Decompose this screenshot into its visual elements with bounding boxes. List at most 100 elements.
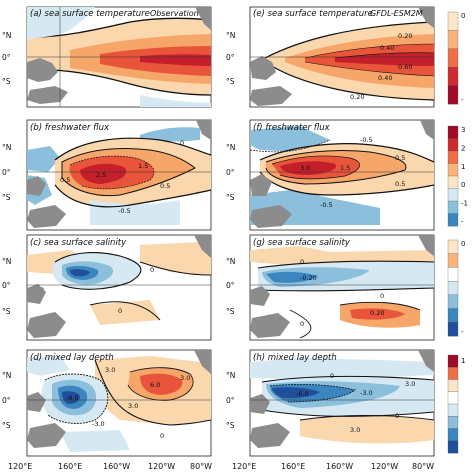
colorbar-tick-label: 0 — [461, 181, 465, 189]
lat-label: 0° — [2, 281, 11, 290]
panel-title: (f) freshwater flux — [253, 123, 331, 133]
lon-label: 120°W — [371, 462, 398, 471]
colorbar-tick-label: -1 — [461, 200, 468, 208]
colorbar-tick-label: 1 — [461, 163, 465, 171]
lat-label: 0° — [226, 281, 235, 290]
lat-label: °N — [226, 31, 235, 40]
land-mass — [250, 350, 434, 448]
panel-h: 0 -3.0 -6.0 3.0 0 3.0 (h) mixed lay dept… — [249, 349, 435, 457]
contour-label: 0.40 — [378, 74, 392, 82]
land-mass — [250, 7, 434, 106]
contour-label: 0 — [160, 432, 164, 440]
colorbar-tick-label: 0 — [461, 12, 465, 20]
colorbar-swatch — [447, 48, 459, 68]
lon-label: 120°W — [148, 462, 175, 471]
lat-label: 0° — [226, 396, 235, 405]
lat-label: 0° — [2, 53, 11, 62]
panel-title: (g) sea surface salinity — [253, 238, 351, 248]
lat-label: 0° — [226, 168, 235, 177]
panel-title: (d) mixed lay depth — [30, 353, 114, 363]
land-mass — [27, 120, 211, 228]
land-mass — [250, 235, 434, 338]
mixed-layer-field — [27, 356, 212, 452]
colorbar-swatch — [447, 239, 459, 255]
contour-label: -0.20 — [300, 274, 317, 282]
colorbar-swatch — [447, 125, 459, 139]
panel-title: (e) sea surface temperature — [253, 9, 373, 19]
contour-label: -3.0 — [92, 420, 105, 428]
panel-source-label: GFDL-ESM2M — [370, 9, 423, 18]
contour-label: 2.5 — [96, 171, 106, 179]
contour-label: 0.20 — [370, 309, 384, 317]
colorbar-swatch — [447, 200, 459, 214]
contour-label: 6.0 — [150, 381, 160, 389]
contour-label: 3.0 — [128, 402, 138, 410]
lon-label: 80°W — [412, 462, 434, 471]
panel-g: 0 -0.20 0 0.20 0 (g) sea surface salinit… — [249, 234, 435, 341]
colorbar-swatch — [447, 85, 459, 105]
contour-label: -0.5 — [320, 201, 333, 209]
colorbar-swatch — [447, 416, 459, 429]
colorbar-swatch — [447, 440, 459, 454]
contour-label: 0.5 — [395, 154, 405, 162]
contour-label: 0 — [150, 266, 154, 274]
contour-label: -6.0 — [66, 394, 79, 402]
lat-label: °N — [226, 143, 235, 152]
panel-e: 0.20 0.40 0.40 0.60 0.20 (e) sea surface… — [249, 6, 435, 108]
contour-label: 0 — [118, 307, 122, 315]
lat-label: °S — [226, 421, 235, 430]
contour-label: 3.0 — [405, 380, 415, 388]
lon-label: 120°E — [232, 462, 256, 471]
colorbar-sst: 0- — [447, 11, 465, 105]
lat-label: °N — [2, 257, 11, 266]
contour-label: 0.40 — [380, 44, 394, 52]
latitude-labels: °N 0° °S °N 0° °S °N 0° °S °N 0° °S — [2, 31, 11, 430]
colorbar-swatch — [447, 280, 459, 296]
contour-label: 3.0 — [180, 374, 190, 382]
panel-title: (h) mixed lay depth — [253, 353, 337, 363]
colorbar-swatch — [447, 30, 459, 50]
colorbar-swatch — [447, 138, 459, 152]
colorbar-swatch — [447, 150, 459, 164]
colorbar-tick-label: 0 — [461, 240, 465, 248]
panel-d: 3.0 3.0 6.0 -6.0 -3.0 3.0 0 (d) mixed la… — [26, 349, 212, 457]
lat-label: °N — [226, 257, 235, 266]
lat-label: °S — [226, 193, 235, 202]
lon-label: 80°W — [190, 462, 212, 471]
colorbar-swatch — [447, 67, 459, 86]
colorbar-swatch — [447, 354, 459, 368]
colorbar-swatch — [447, 322, 459, 337]
panel-title: (b) freshwater flux — [30, 123, 110, 133]
latitude-labels-right-column: °N 0° °S °N 0° °S °N 0° °S °N 0° °S — [226, 31, 235, 430]
contour-label: -0.5 — [118, 207, 131, 215]
sst-anomaly-field — [26, 7, 212, 107]
contour-label: 0.5 — [395, 180, 405, 188]
contour-label: 3.0 — [350, 426, 360, 434]
contour-label: -0.5 — [360, 136, 373, 144]
lon-label: 160°E — [281, 462, 305, 471]
panel-f: -0.5 0.5 1.5 3.0 0.5 -0.5 (f) freshwater… — [249, 119, 435, 231]
lat-label: °N — [226, 371, 235, 380]
colorbar-swatch — [447, 213, 459, 227]
contour-label: 1.5 — [138, 162, 148, 170]
panel-a: (a) sea surface temperature Observation — [26, 6, 212, 108]
contour-label: 0 — [395, 412, 399, 420]
panel-c: 0 0 0 (c) sea surface salinity — [26, 234, 212, 341]
contour-label: 0 — [380, 292, 384, 300]
colorbar-tick-label: - — [461, 218, 464, 226]
contour-label: 0.5 — [60, 176, 70, 184]
lat-label: °S — [2, 307, 11, 316]
lon-label: 120°E — [8, 462, 32, 471]
contour-label: 3.0 — [300, 164, 310, 172]
lat-label: 0° — [2, 396, 11, 405]
colorbar-tick-label: 2 — [461, 144, 465, 152]
lat-label: °S — [2, 421, 11, 430]
salinity-field — [27, 242, 212, 325]
contour-label: 0.20 — [398, 32, 412, 40]
sst-anomaly-field — [264, 21, 435, 101]
colorbar-tick-label: 3 — [461, 126, 465, 134]
colorbar-swatch — [447, 175, 459, 189]
colorbar-swatch — [447, 11, 459, 31]
contour-label: -6.0 — [296, 390, 309, 398]
